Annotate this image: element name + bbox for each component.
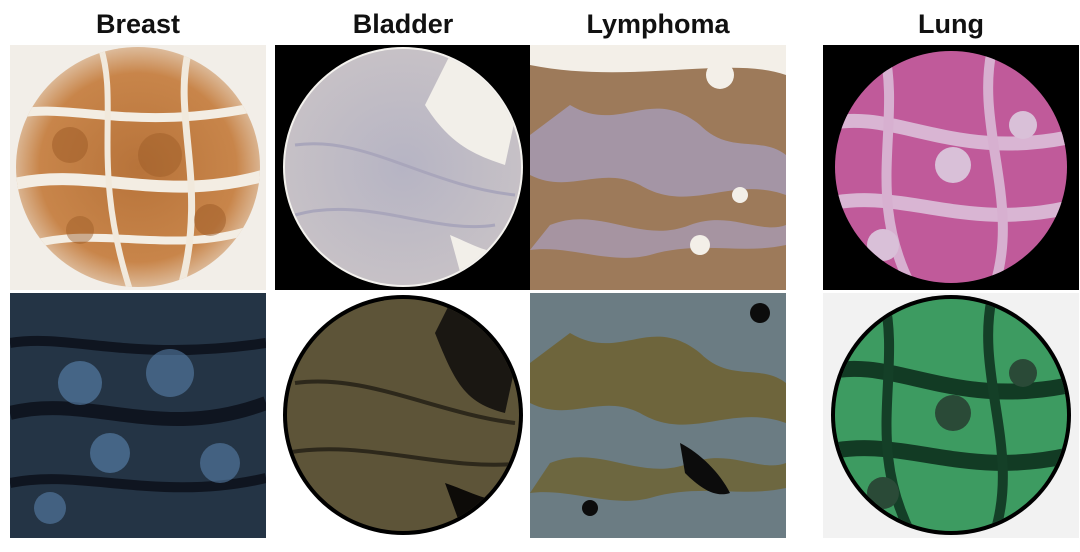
bladder-darkfield-image [275, 293, 531, 538]
lung-darkfield-image [823, 293, 1079, 538]
breast-brightfield-image [10, 45, 266, 290]
lung-brightfield-image [823, 45, 1079, 290]
lymphoma-brightfield-image [530, 45, 786, 290]
column-title-breast: Breast [95, 9, 181, 39]
lymphoma-darkfield-image [530, 293, 786, 538]
column-title-lung: Lung [918, 9, 984, 39]
bladder-brightfield-image [275, 45, 531, 290]
column-title-bladder: Bladder [352, 9, 454, 39]
column-title-lymphoma: Lymphoma [586, 9, 730, 39]
breast-darkfield-image [10, 293, 266, 538]
